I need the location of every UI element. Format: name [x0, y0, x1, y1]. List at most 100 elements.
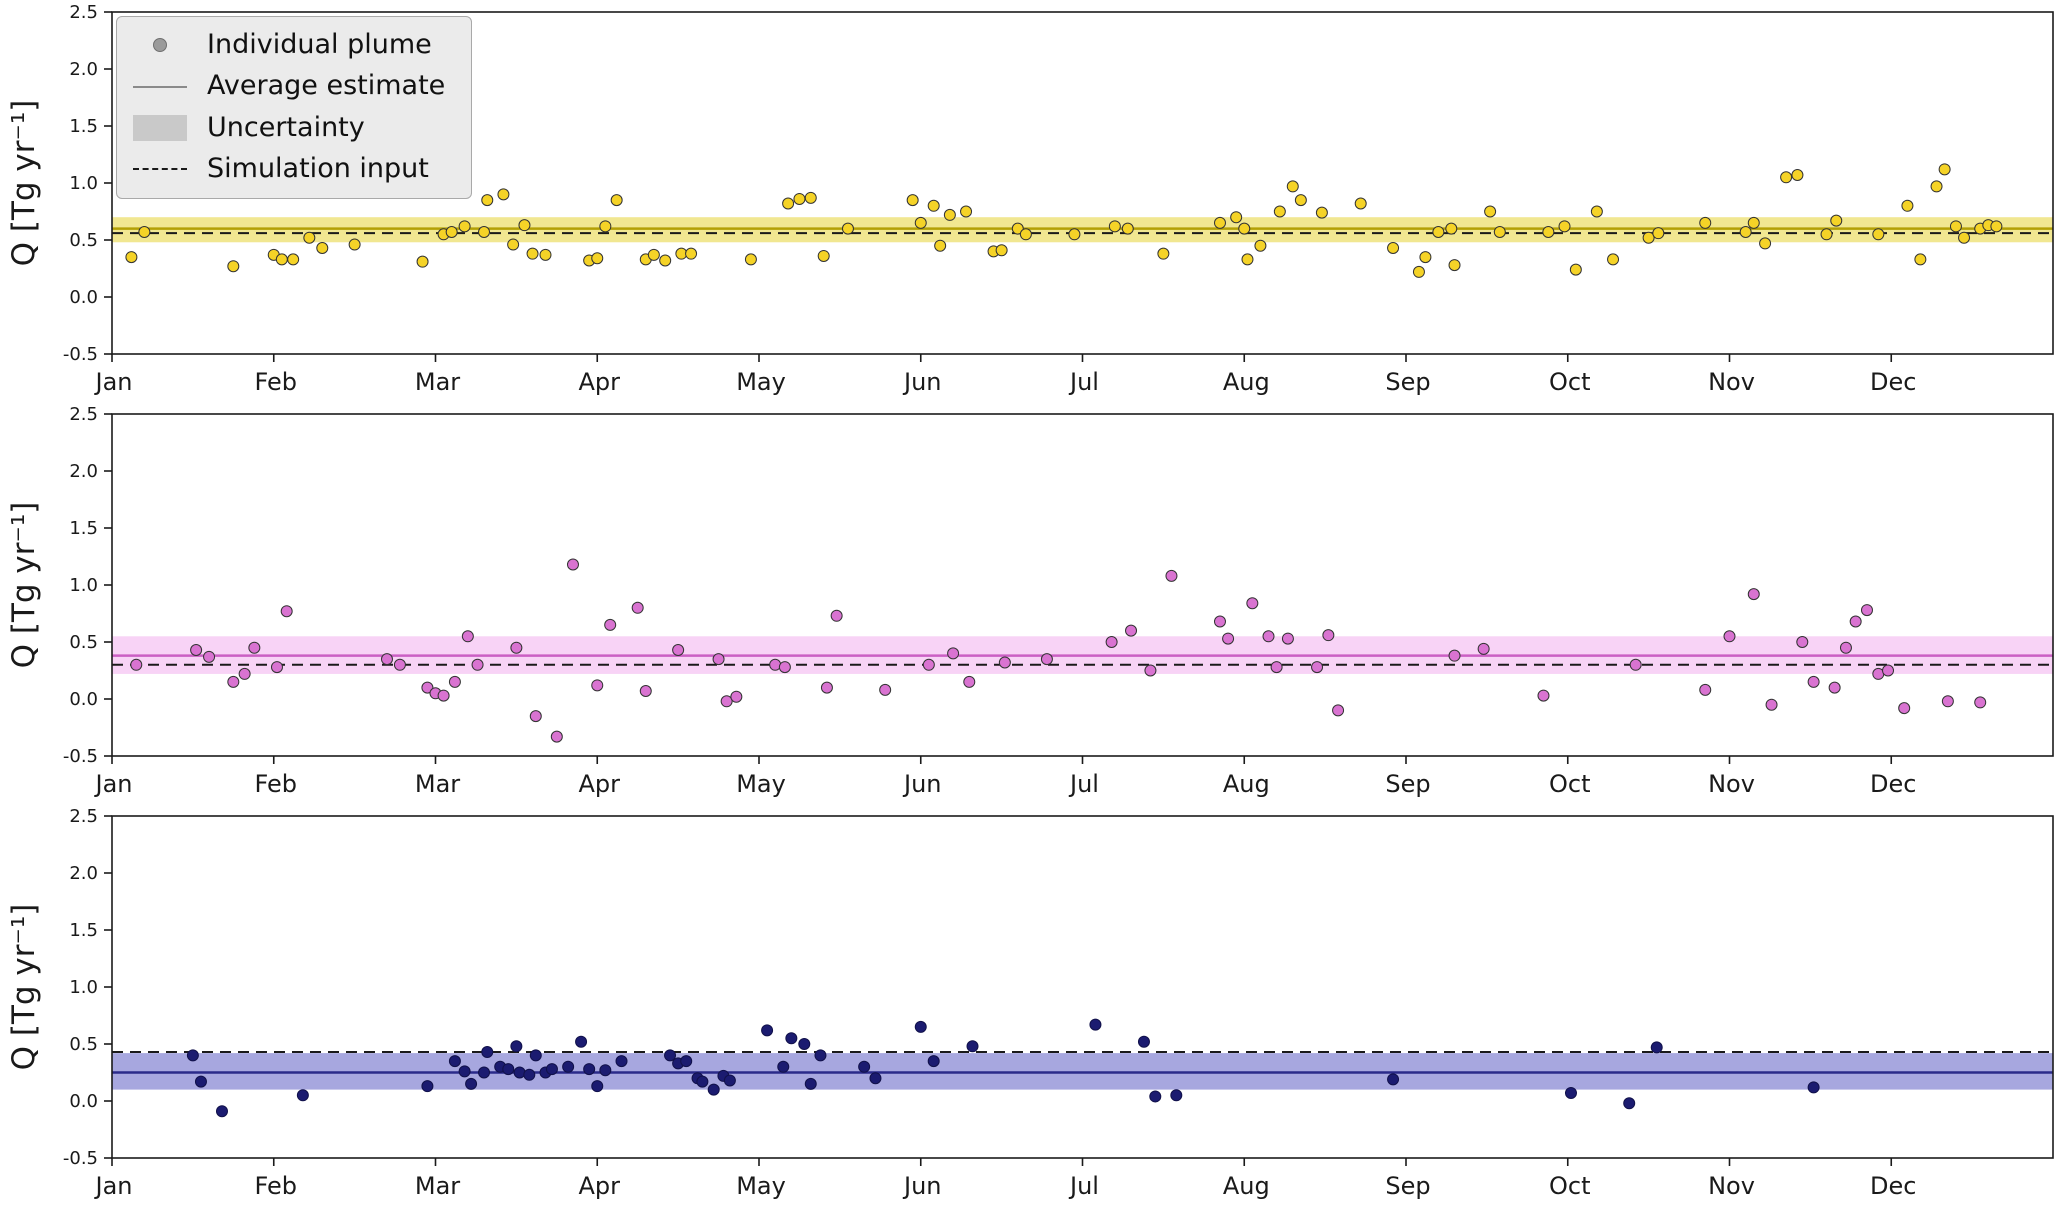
plume-point [1448, 649, 1461, 662]
plume-point [647, 248, 660, 261]
plume-point [138, 226, 151, 239]
x-axis-tick-label: Mar [415, 368, 460, 396]
average-line-icon [131, 85, 189, 88]
plume-point [421, 1080, 434, 1093]
plume-point [723, 1074, 736, 1087]
plume-point [125, 251, 138, 264]
plume-point [1311, 661, 1324, 674]
y-axis-tick-label: 0.0 [69, 689, 98, 710]
plume-point [1432, 226, 1445, 239]
plume-point [659, 254, 672, 267]
plume-point [998, 656, 1011, 669]
plume-point [1872, 228, 1885, 241]
plume-point [518, 219, 531, 232]
plume-point [1882, 664, 1895, 677]
x-axis-tick-label: Jan [94, 368, 133, 396]
plume-point [1830, 214, 1843, 227]
plume-point [777, 1060, 790, 1073]
plume-point [507, 238, 520, 251]
x-axis-tick-label: Dec [1870, 770, 1916, 798]
plume-point [1796, 636, 1809, 648]
plume-point [1723, 630, 1736, 643]
x-axis-tick-label: Sep [1385, 368, 1430, 396]
panel-bottom: -0.5 0.0 0.5 1.0 1.5 2.0 2.5 Jan Feb Mar Apr May Jun… [0, 804, 2067, 1206]
x-axis-tick-label: Aug [1223, 770, 1270, 798]
y-axis-tick-label: 2.5 [69, 806, 98, 827]
plume-point [1484, 205, 1497, 218]
plume-point [934, 239, 947, 252]
plume-point [1564, 1087, 1577, 1100]
plume-point [1914, 253, 1927, 266]
plume-point [1901, 199, 1914, 212]
plume-point [1125, 624, 1138, 637]
plume-point [1354, 197, 1367, 210]
plume-point [380, 653, 393, 666]
plume-point [421, 681, 434, 694]
x-axis-tick-label: May [736, 368, 786, 396]
plume-point [562, 1060, 575, 1073]
plume-point [960, 205, 973, 218]
plume-point [348, 238, 361, 251]
plume-point [707, 1083, 720, 1096]
x-axis-tick-label: Jun [902, 368, 942, 396]
plume-point [497, 188, 510, 201]
plume-point [664, 1049, 677, 1062]
plume-point [963, 675, 976, 688]
plume-point [685, 247, 698, 260]
plume-point [1011, 222, 1024, 235]
x-axis-tick-label: Feb [255, 1172, 298, 1200]
plume-point [1629, 658, 1642, 671]
plume-point [478, 226, 491, 239]
plume-point [966, 1040, 979, 1053]
plume-point [287, 253, 300, 266]
plume-point [1938, 163, 1951, 176]
plume-point [720, 695, 733, 708]
plume-point [227, 260, 240, 273]
plume-point [190, 643, 203, 656]
plume-point [1121, 222, 1134, 235]
plume-point [1941, 695, 1954, 708]
y-axis-tick-label: 1.5 [69, 920, 98, 941]
x-axis-tick-label: Jun [902, 770, 942, 798]
plume-point [1019, 228, 1032, 241]
plume-point [566, 558, 579, 571]
plume-point [1294, 194, 1307, 207]
x-axis-tick-label: May [736, 770, 786, 798]
y-axis-tick-label: 1.0 [69, 575, 98, 596]
plume-point [203, 650, 216, 663]
plume-point [1807, 675, 1820, 688]
plume-point [798, 1038, 811, 1050]
panel-bottom-blue: -0.5 0.0 0.5 1.0 1.5 2.0 2.5 Jan Feb Mar Apr May Jun… [6, 806, 2054, 1200]
plume-point [248, 641, 261, 654]
x-axis-tick-label: Jan [94, 770, 133, 798]
plot-panel-middle: -0.5 0.0 0.5 1.0 1.5 2.0 2.5 Jan Feb Mar Apr May Jun… [0, 402, 2067, 804]
plume-point [1765, 698, 1778, 711]
plume-point [1040, 653, 1053, 666]
plume-point [1213, 216, 1226, 229]
plume-point [238, 667, 251, 680]
panel-top: Individual plume Average estimate Uncert… [0, 0, 2067, 402]
x-axis-tick-label: Oct [1549, 1172, 1591, 1200]
plume-point [599, 220, 612, 233]
plume-point [1493, 226, 1506, 239]
plume-point [672, 643, 685, 656]
plume-point [1590, 205, 1603, 218]
plume-point [1828, 681, 1841, 694]
plume-point [927, 199, 940, 212]
x-axis-tick-label: Aug [1223, 368, 1270, 396]
plume-point [465, 1077, 478, 1090]
x-axis-tick-label: Jul [1068, 1172, 1099, 1200]
x-axis-tick-label: Nov [1708, 770, 1755, 798]
panel-middle-pink: -0.5 0.0 0.5 1.0 1.5 2.0 2.5 Jan Feb Mar Apr May Jun… [6, 404, 2054, 798]
plume-point [1213, 615, 1226, 628]
y-axis-tick-label: 0.0 [69, 287, 98, 308]
plume-point [1542, 226, 1555, 239]
legend: Individual plume Average estimate Uncert… [116, 16, 473, 199]
plume-point [448, 1055, 461, 1068]
y-axis-tick-label: 0.0 [69, 1091, 98, 1112]
plume-point [1642, 231, 1655, 244]
plume-point [1105, 636, 1118, 648]
plume-point [458, 1065, 471, 1078]
plume-point [1759, 237, 1772, 250]
